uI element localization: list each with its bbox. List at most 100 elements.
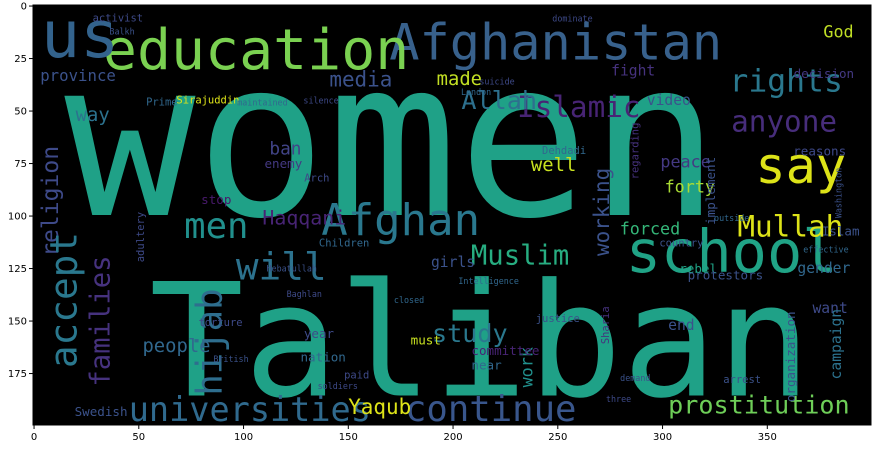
word: made bbox=[437, 69, 482, 90]
word: silence bbox=[303, 96, 338, 106]
word: regarding bbox=[629, 123, 641, 180]
word: anyone bbox=[731, 105, 837, 139]
word: country bbox=[659, 237, 703, 249]
word: working bbox=[590, 168, 614, 256]
word: activist bbox=[93, 13, 143, 25]
word: implement bbox=[703, 157, 718, 225]
image-background bbox=[33, 5, 871, 425]
word: organization bbox=[783, 311, 798, 402]
word: three bbox=[606, 394, 631, 404]
x-tick-label: 300 bbox=[653, 432, 672, 443]
y-tick-label: 100 bbox=[8, 212, 27, 223]
word: Dehdadi bbox=[542, 145, 586, 157]
word: video bbox=[647, 92, 691, 109]
word: Yaqub bbox=[348, 395, 411, 419]
word: near bbox=[471, 358, 502, 373]
word: Balkh bbox=[109, 26, 134, 36]
y-tick-label: 50 bbox=[14, 107, 27, 118]
word: Allah bbox=[461, 86, 537, 115]
y-tick-label: 25 bbox=[14, 54, 27, 65]
word: people bbox=[142, 336, 210, 357]
word: study bbox=[432, 319, 508, 348]
word: well bbox=[531, 155, 576, 176]
word: Arch bbox=[304, 172, 329, 184]
word: accept bbox=[41, 232, 85, 368]
word: say bbox=[755, 136, 846, 195]
word: Prime bbox=[146, 97, 178, 109]
axes-frame bbox=[32, 4, 872, 426]
word: arrest bbox=[723, 374, 761, 386]
word: school bbox=[626, 218, 838, 286]
word: education bbox=[103, 17, 409, 83]
word: outside bbox=[714, 213, 749, 223]
word: gender bbox=[797, 260, 850, 277]
word: Islamic bbox=[517, 90, 641, 124]
word: Taliban bbox=[149, 251, 811, 434]
y-tick-label: 150 bbox=[8, 317, 27, 328]
word: protestors bbox=[688, 267, 764, 282]
word: prostitution bbox=[668, 391, 850, 420]
word: Islam bbox=[822, 223, 860, 238]
word: Children bbox=[319, 237, 369, 249]
word: God bbox=[823, 21, 853, 41]
word: fight bbox=[611, 63, 655, 80]
word: families bbox=[86, 255, 117, 386]
word: want bbox=[812, 300, 847, 317]
x-tick-label: 150 bbox=[339, 432, 358, 443]
word: effective bbox=[803, 245, 848, 255]
word: paid bbox=[344, 370, 369, 382]
word: peace bbox=[660, 151, 710, 171]
word: London bbox=[461, 87, 491, 97]
x-tick-label: 200 bbox=[444, 432, 463, 443]
word: will bbox=[236, 244, 327, 288]
word: Muslim bbox=[471, 240, 569, 271]
word: maintained bbox=[237, 98, 287, 108]
word: Sharia bbox=[600, 306, 612, 344]
word: hijab bbox=[190, 288, 231, 395]
word: torture bbox=[198, 317, 242, 329]
word: committee bbox=[471, 343, 539, 358]
x-tick-label: 100 bbox=[234, 432, 253, 443]
y-tick-label: 0 bbox=[21, 2, 27, 13]
word: demand bbox=[620, 373, 650, 383]
word: enemy bbox=[264, 156, 302, 171]
word: dominate bbox=[552, 14, 592, 24]
word: province bbox=[40, 66, 116, 85]
word: campaign bbox=[828, 309, 845, 380]
y-tick-label: 175 bbox=[8, 369, 27, 380]
word: Washington bbox=[834, 168, 844, 218]
word: Sirajuddin bbox=[176, 95, 239, 107]
word: end bbox=[668, 317, 694, 334]
word: ban bbox=[269, 138, 301, 159]
word: girls bbox=[431, 254, 475, 271]
word: soldiers bbox=[318, 381, 358, 391]
word: Mullah bbox=[737, 210, 843, 244]
word: year bbox=[304, 326, 335, 341]
word: British bbox=[213, 354, 248, 364]
y-tick-label: 125 bbox=[8, 264, 27, 275]
y-tick-label: 75 bbox=[14, 159, 27, 170]
word: justice bbox=[536, 313, 580, 325]
word: closed bbox=[394, 295, 424, 305]
word: stop bbox=[201, 192, 231, 207]
word: forty bbox=[665, 177, 715, 197]
word: Swedish bbox=[75, 404, 128, 419]
word: women bbox=[64, 14, 720, 267]
word: decision bbox=[794, 66, 855, 81]
word: rights bbox=[729, 64, 842, 100]
word: adultery bbox=[135, 212, 147, 262]
word: nation bbox=[300, 349, 345, 364]
word: forced bbox=[620, 219, 681, 239]
word: rebel bbox=[679, 261, 717, 276]
word: media bbox=[329, 68, 392, 92]
word: suicide bbox=[479, 77, 514, 87]
word: religion bbox=[38, 146, 64, 257]
word: work bbox=[516, 347, 536, 387]
word: Afghan bbox=[321, 195, 480, 246]
x-tick-label: 350 bbox=[758, 432, 777, 443]
word: reasons bbox=[793, 143, 846, 158]
word: us bbox=[41, 0, 119, 73]
